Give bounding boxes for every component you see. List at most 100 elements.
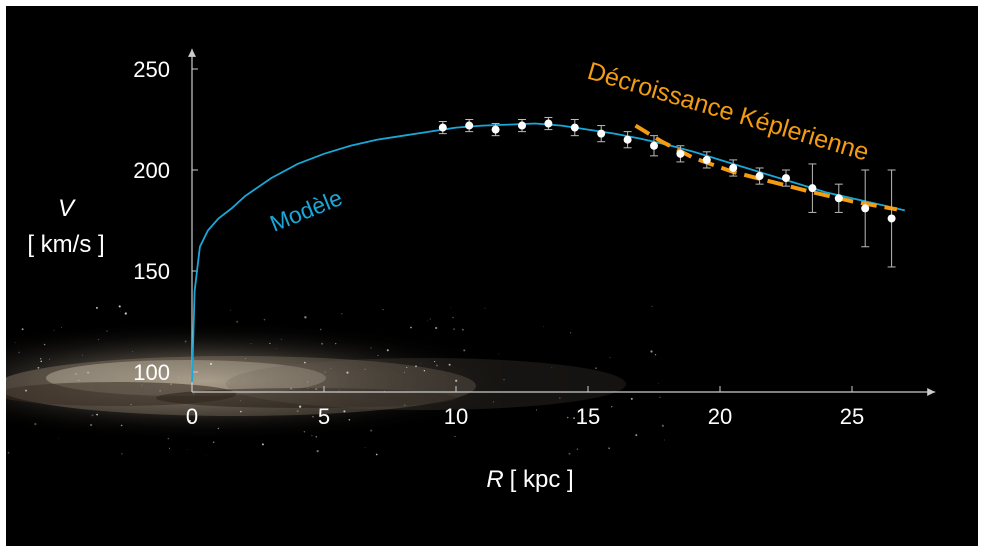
star: [343, 410, 346, 413]
star: [319, 328, 322, 331]
star: [448, 363, 451, 366]
star: [659, 396, 661, 398]
star: [40, 358, 42, 360]
star: [452, 316, 454, 319]
star: [484, 307, 486, 309]
star: [573, 417, 575, 420]
star: [178, 376, 179, 378]
milky-way-background: [6, 321, 626, 441]
data-point-marker: [518, 121, 526, 130]
star: [429, 318, 431, 320]
star: [654, 354, 657, 356]
star: [406, 367, 408, 369]
data-point: [597, 125, 606, 143]
star-field: [6, 305, 665, 457]
star: [276, 348, 277, 349]
star: [18, 351, 20, 354]
data-point: [834, 183, 843, 213]
x-axis-variable: R: [486, 466, 503, 493]
star: [382, 309, 384, 311]
x-tick-label: 10: [444, 404, 468, 429]
star: [307, 381, 308, 383]
y-axis-variable: V: [58, 195, 76, 222]
data-point: [887, 169, 896, 268]
star: [184, 340, 187, 343]
data-point-marker: [465, 121, 474, 130]
star: [608, 447, 610, 449]
star: [311, 434, 313, 437]
star: [151, 364, 154, 366]
star: [375, 453, 378, 456]
star: [34, 422, 37, 426]
star: [566, 416, 569, 419]
star: [58, 437, 59, 439]
star: [454, 435, 456, 437]
x-tick-labels: 0 5 10 15 20 25: [186, 386, 864, 429]
data-point: [465, 119, 474, 133]
data-point-marker: [861, 204, 870, 213]
y-tick-label: 200: [133, 158, 170, 183]
star: [96, 413, 98, 416]
star: [536, 409, 537, 411]
star: [188, 419, 191, 423]
star: [370, 429, 373, 432]
data-point: [676, 145, 685, 163]
star: [403, 371, 405, 373]
star: [141, 384, 143, 386]
star: [420, 363, 422, 364]
star: [244, 358, 246, 359]
star: [53, 329, 55, 331]
data-point-marker: [438, 123, 447, 132]
data-point-marker: [650, 141, 658, 150]
star: [269, 342, 271, 344]
star: [453, 328, 455, 331]
star: [21, 328, 24, 331]
star: [120, 311, 122, 312]
data-point-marker: [887, 214, 896, 223]
star: [663, 439, 665, 441]
star: [423, 369, 426, 372]
star: [236, 320, 239, 323]
y-axis-arrow: [188, 48, 196, 57]
star: [106, 330, 108, 332]
star: [386, 349, 389, 352]
data-point: [650, 135, 658, 157]
x-tick-label: 0: [186, 404, 198, 429]
star: [75, 373, 78, 375]
star: [364, 447, 366, 448]
data-point-marker: [782, 174, 790, 183]
star: [324, 371, 326, 373]
data-point-marker: [491, 125, 500, 134]
star: [296, 410, 299, 413]
star: [569, 332, 572, 334]
star: [543, 326, 545, 327]
star: [170, 383, 172, 386]
star: [635, 434, 638, 437]
star: [167, 437, 170, 440]
data-point-marker: [676, 149, 685, 158]
star: [209, 362, 213, 366]
star: [43, 343, 46, 346]
keplerian-decline-label: Décroissance Képlerienne: [584, 57, 872, 167]
star: [341, 313, 343, 315]
star: [240, 400, 241, 401]
star: [25, 389, 27, 392]
star: [124, 312, 127, 315]
data-point-marker: [808, 184, 817, 193]
star: [321, 342, 324, 345]
star: [290, 387, 292, 390]
star: [348, 418, 351, 421]
star: [559, 397, 561, 399]
data-point-marker: [570, 123, 579, 132]
data-point: [570, 119, 579, 137]
star: [404, 404, 406, 406]
star: [217, 427, 220, 430]
star: [370, 347, 372, 349]
model-label: Modèle: [266, 184, 346, 236]
star: [168, 447, 171, 449]
data-point-marker: [702, 155, 711, 164]
star: [193, 393, 195, 395]
star: [435, 364, 438, 367]
star: [40, 360, 42, 363]
star: [120, 424, 123, 427]
